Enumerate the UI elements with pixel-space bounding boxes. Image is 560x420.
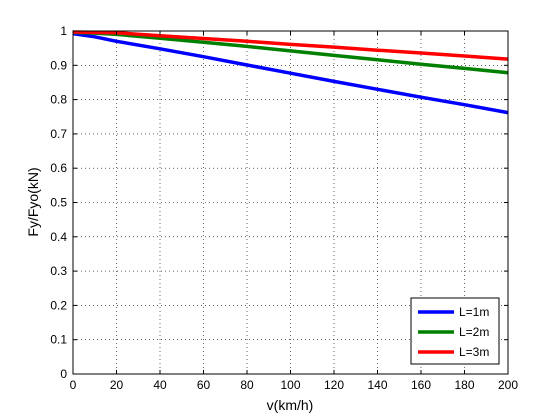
x-tick-labels: 0 20 40 60 80 100 120 140 160 180 200 bbox=[70, 378, 519, 392]
grid bbox=[73, 31, 508, 374]
x-tick-label: 200 bbox=[498, 378, 518, 392]
x-tick-label: 160 bbox=[411, 378, 431, 392]
x-tick-label: 60 bbox=[197, 378, 211, 392]
x-tick-label: 100 bbox=[280, 378, 300, 392]
legend: L=1m L=2m L=3m bbox=[410, 297, 500, 365]
series-lines bbox=[72, 30, 509, 115]
legend-label: L=2m bbox=[459, 325, 489, 339]
y-tick-label: 0.7 bbox=[50, 127, 67, 141]
y-tick-label: 0.4 bbox=[50, 230, 67, 244]
x-tick-label: 0 bbox=[70, 378, 77, 392]
y-tick-label: 0.9 bbox=[50, 58, 67, 72]
y-tick-label: 0.2 bbox=[50, 298, 67, 312]
y-tick-label: 0.3 bbox=[50, 264, 67, 278]
y-tick-label: 0 bbox=[60, 367, 67, 381]
y-tick-label: 0.8 bbox=[50, 93, 67, 107]
x-tick-label: 20 bbox=[110, 378, 124, 392]
x-tick-label: 140 bbox=[367, 378, 387, 392]
x-tick-label: 40 bbox=[153, 378, 167, 392]
y-tick-label: 0.1 bbox=[50, 333, 67, 347]
legend-label: L=3m bbox=[459, 345, 489, 359]
x-axis-label: v(km/h) bbox=[267, 397, 314, 413]
x-tick-label: 80 bbox=[240, 378, 254, 392]
series-line bbox=[72, 30, 509, 61]
axis-ticks bbox=[72, 30, 509, 375]
series-line bbox=[72, 31, 509, 115]
x-tick-label: 180 bbox=[454, 378, 474, 392]
y-tick-label: 0.6 bbox=[50, 161, 67, 175]
y-tick-label: 1 bbox=[60, 24, 67, 38]
y-tick-label: 0.5 bbox=[50, 196, 67, 210]
y-axis-label: Fy/Fyo(kN) bbox=[25, 167, 41, 236]
x-tick-label: 120 bbox=[324, 378, 344, 392]
legend-label: L=1m bbox=[459, 305, 489, 319]
y-tick-labels: 0 0.1 0.2 0.3 0.4 0.5 0.6 0.7 0.8 0.9 1 bbox=[50, 24, 67, 381]
